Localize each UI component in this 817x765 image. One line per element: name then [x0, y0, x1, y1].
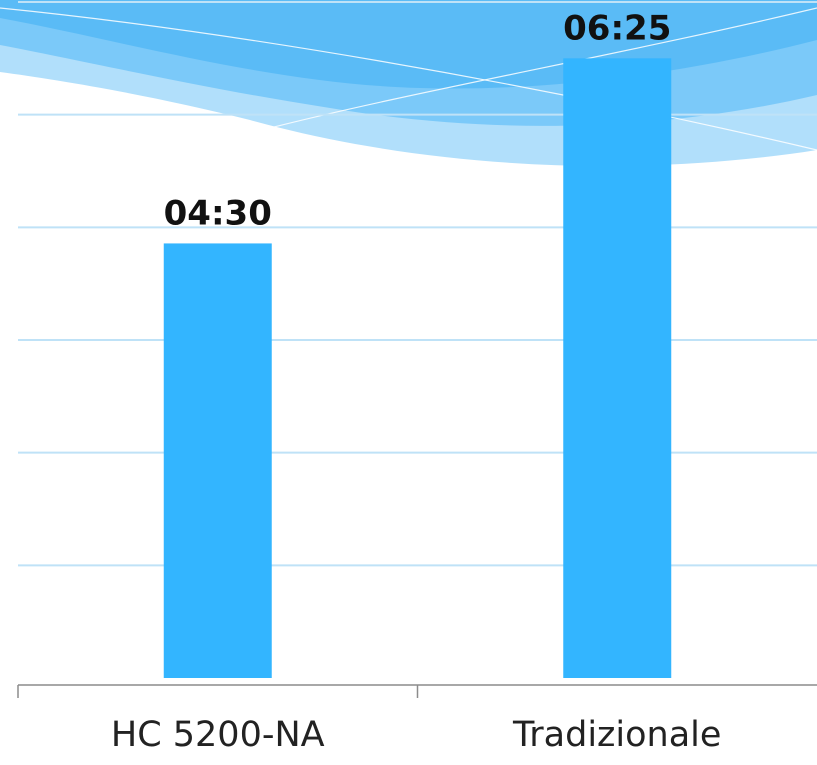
- category-label: Tradizionale: [512, 715, 721, 755]
- category-labels: HC 5200-NA Tradizionale: [111, 715, 722, 755]
- wave-line-2: [269, 7, 817, 129]
- category-label: HC 5200-NA: [111, 715, 325, 755]
- bar: [163, 243, 272, 678]
- wave-line-1: [0, 7, 817, 151]
- data-label: 04:30: [164, 193, 272, 233]
- bars: [163, 58, 672, 679]
- gridlines: [18, 1, 817, 567]
- x-axis: [17, 684, 817, 698]
- data-label: 06:25: [563, 8, 671, 48]
- decorative-wave-header: [0, 0, 817, 166]
- data-labels: 04:30 06:25: [164, 8, 672, 233]
- bar: [563, 58, 672, 679]
